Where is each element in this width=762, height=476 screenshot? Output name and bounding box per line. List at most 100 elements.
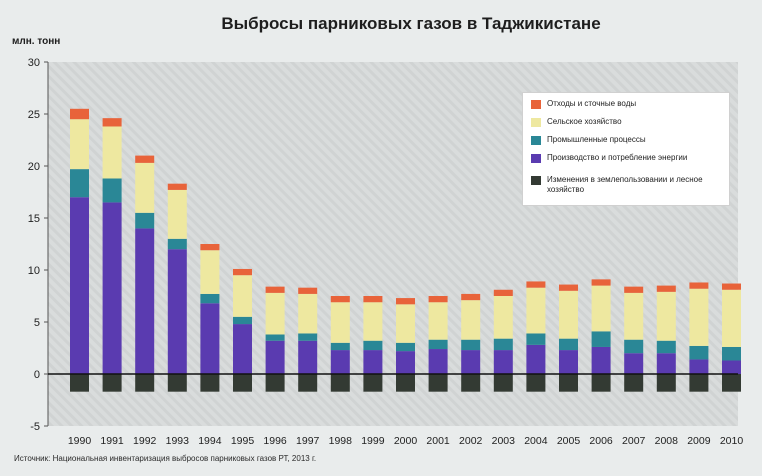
bar-segment-agriculture-1993: [167, 189, 187, 239]
x-tick-label: 1991: [100, 435, 124, 447]
bar-segment-waste-1990: [70, 108, 89, 120]
legend-label: Изменения в землепользовании и лесное хо…: [547, 175, 703, 194]
bar-segment-waste-2004: [526, 281, 546, 288]
bar-segment-agriculture-2001: [428, 302, 448, 340]
bar-segment-land_use-2001: [428, 374, 448, 392]
bar-segment-agriculture-2005: [559, 290, 578, 339]
x-tick-label: 2002: [459, 435, 483, 447]
bar-segment-land_use-1991: [102, 374, 122, 392]
y-tick-label: 15: [28, 213, 40, 225]
y-tick-label: 20: [28, 161, 40, 173]
legend-item-industry: Промышленные процессы: [531, 135, 723, 145]
bar-segment-land_use-1999: [363, 374, 383, 392]
bar-segment-industry-2009: [689, 345, 709, 360]
bar-segment-land_use-1994: [200, 374, 220, 392]
bar-segment-waste-2003: [493, 289, 513, 296]
y-axis-unit-label: млн. тонн: [12, 36, 61, 47]
bar-segment-industry-2002: [461, 339, 481, 351]
chart-title: Выбросы парниковых газов в Таджикистане: [221, 14, 601, 33]
bar-segment-land_use-2010: [722, 374, 741, 392]
bar-segment-agriculture-1997: [298, 293, 318, 334]
bar-segment-land_use-2006: [591, 374, 611, 392]
bar-segment-energy-2005: [559, 350, 578, 374]
legend-item-agriculture: Сельское хозяйство: [531, 117, 723, 127]
bar-segment-industry-2005: [559, 338, 578, 351]
bar-segment-industry-2001: [428, 339, 448, 350]
bar-segment-energy-1998: [330, 350, 350, 374]
bar-segment-agriculture-1998: [330, 302, 350, 343]
bar-segment-energy-1990: [70, 197, 89, 374]
bar-segment-industry-1990: [70, 169, 89, 198]
bar-segment-energy-2001: [428, 349, 448, 374]
y-tick-label: 10: [28, 265, 40, 277]
bar-segment-energy-2003: [493, 350, 513, 374]
x-tick-label: 2000: [394, 435, 418, 447]
bar-segment-land_use-2002: [461, 374, 481, 392]
x-tick-label: 2003: [492, 435, 516, 447]
x-tick-label: 2004: [524, 435, 548, 447]
bar-segment-agriculture-2002: [461, 300, 481, 340]
bar-segment-land_use-2005: [559, 374, 578, 392]
x-tick-label: 1996: [263, 435, 287, 447]
bar-segment-agriculture-2003: [493, 296, 513, 339]
x-tick-label: 1999: [361, 435, 385, 447]
bar-segment-waste-1996: [265, 286, 285, 293]
bar-segment-energy-1999: [363, 350, 383, 374]
legend-label: Отходы и сточные воды: [547, 99, 637, 108]
bar-segment-agriculture-2000: [396, 304, 415, 343]
bar-segment-land_use-2004: [526, 374, 546, 392]
chart-legend: Отходы и сточные воды Сельское хозяйство П…: [522, 92, 730, 206]
x-tick-label: 2006: [589, 435, 613, 447]
bar-segment-waste-1992: [135, 155, 155, 163]
bar-segment-energy-2008: [656, 353, 676, 374]
bar-segment-agriculture-1991: [102, 126, 122, 179]
bar-segment-industry-2006: [591, 331, 611, 347]
bar-segment-energy-2010: [722, 360, 741, 374]
bar-segment-energy-1996: [265, 340, 285, 374]
bar-segment-industry-1999: [363, 340, 383, 351]
x-tick-label: 2005: [557, 435, 581, 447]
bar-segment-energy-2009: [689, 359, 709, 374]
bar-segment-agriculture-2008: [656, 291, 676, 341]
bar-segment-waste-2002: [461, 293, 481, 301]
bar-segment-industry-2003: [493, 338, 513, 351]
x-tick-label: 1997: [296, 435, 320, 447]
x-tick-label: 1998: [329, 435, 353, 447]
bar-segment-waste-2000: [396, 298, 415, 305]
bar-segment-waste-2008: [656, 285, 676, 292]
y-tick-label: 0: [34, 369, 40, 381]
bar-segment-waste-2005: [559, 284, 578, 291]
bar-segment-agriculture-2009: [689, 288, 709, 346]
bar-segment-agriculture-2007: [624, 292, 644, 340]
bar-segment-waste-1991: [102, 118, 122, 127]
bar-segment-agriculture-1990: [70, 119, 89, 170]
bar-segment-agriculture-2010: [722, 289, 741, 347]
bar-segment-energy-1993: [167, 249, 187, 374]
legend-label: Производство и потребление энергии: [547, 153, 688, 162]
bar-segment-industry-1995: [233, 316, 252, 325]
bar-segment-energy-2007: [624, 353, 644, 374]
legend-item-waste: Отходы и сточные воды: [531, 99, 723, 109]
bar-segment-waste-2007: [624, 286, 644, 293]
bar-segment-agriculture-2006: [591, 285, 611, 332]
legend-swatch: [531, 176, 541, 185]
y-tick-label: 5: [34, 317, 40, 329]
bar-segment-industry-1996: [265, 334, 285, 341]
bar-segment-waste-1998: [330, 296, 350, 303]
legend-label: Сельское хозяйство: [547, 117, 622, 126]
bar-segment-land_use-1996: [265, 374, 285, 392]
x-tick-label: 1995: [231, 435, 255, 447]
x-tick-label: 2009: [687, 435, 711, 447]
bar-segment-waste-2006: [591, 279, 611, 286]
bar-segment-industry-1993: [167, 238, 187, 250]
x-tick-label: 2001: [426, 435, 450, 447]
bar-segment-land_use-2007: [624, 374, 644, 392]
bar-segment-waste-2009: [689, 282, 709, 289]
bar-segment-industry-1998: [330, 342, 350, 351]
bar-segment-land_use-1990: [70, 374, 89, 392]
bar-segment-land_use-2003: [493, 374, 513, 392]
x-tick-label: 2008: [655, 435, 679, 447]
legend-item-land_use: Изменения в землепользовании и лесное хо…: [531, 175, 723, 195]
bar-segment-land_use-1993: [167, 374, 187, 392]
